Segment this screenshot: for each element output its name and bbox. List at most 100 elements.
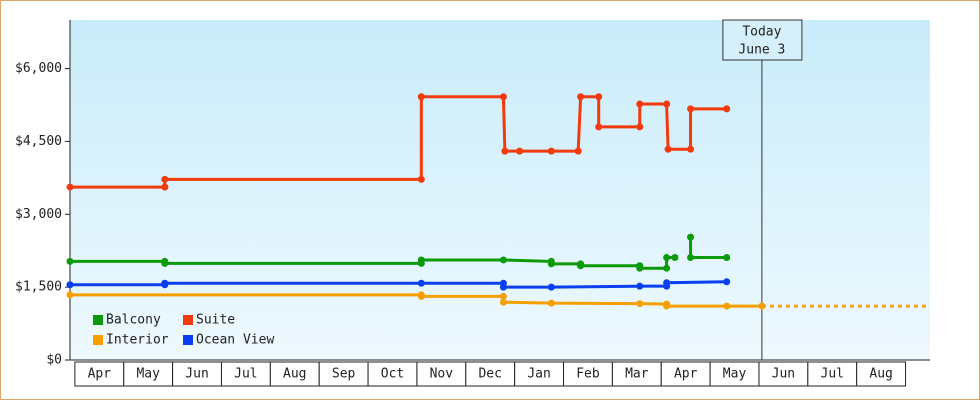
point: [574, 147, 582, 155]
point: [417, 279, 425, 287]
point: [663, 100, 671, 108]
x-tick-label: Aug: [283, 367, 306, 382]
today-label: June 3: [738, 43, 785, 58]
legend-label: Interior: [106, 333, 169, 348]
point: [687, 145, 695, 153]
month-cell: [269, 361, 320, 387]
point: [417, 292, 425, 300]
point: [547, 147, 555, 155]
point: [161, 259, 169, 267]
point: [501, 147, 509, 155]
point: [499, 256, 507, 264]
month-cell: [172, 361, 222, 387]
point: [417, 175, 425, 183]
x-tick-label: Apr: [88, 367, 112, 382]
x-tick-label: Apr: [674, 367, 698, 382]
today-label: Today: [742, 25, 781, 40]
month-cell: [807, 361, 858, 387]
point: [547, 260, 555, 268]
month-cell: [660, 361, 711, 387]
point: [687, 233, 695, 241]
point: [516, 147, 524, 155]
point: [66, 257, 74, 265]
x-tick-label: Mar: [625, 367, 649, 382]
legend-label: Suite: [196, 313, 235, 328]
point: [577, 93, 585, 101]
point: [687, 254, 695, 262]
month-cell: [514, 361, 565, 387]
point: [499, 283, 507, 291]
x-tick-label: Jun: [185, 367, 208, 382]
point: [663, 279, 671, 287]
y-tick-label: $4,500: [15, 134, 62, 149]
point: [499, 292, 507, 300]
point: [499, 93, 507, 101]
point: [161, 183, 169, 191]
x-tick-label: May: [723, 367, 747, 382]
series-line: [70, 95, 727, 189]
y-tick-label: $1,500: [15, 280, 62, 295]
month-cell: [611, 361, 662, 387]
point: [636, 282, 644, 290]
month-cell: [318, 361, 369, 387]
point: [417, 93, 425, 101]
point: [636, 100, 644, 108]
x-tick-label: Nov: [430, 367, 454, 382]
x-tick-label: Oct: [381, 367, 404, 382]
point: [499, 298, 507, 306]
point: [547, 299, 555, 307]
x-tick-label: Jul: [821, 367, 844, 382]
legend-label: Ocean View: [196, 333, 274, 348]
legend-swatch: [183, 315, 193, 325]
month-cell: [416, 361, 467, 387]
x-tick-label: Jun: [772, 367, 795, 382]
legend-swatch: [183, 335, 193, 345]
point: [663, 254, 671, 262]
x-tick-label: Jan: [527, 367, 550, 382]
point: [161, 175, 169, 183]
point: [595, 93, 603, 101]
point: [723, 302, 731, 310]
point: [723, 254, 731, 262]
point: [663, 302, 671, 310]
x-tick-label: Jul: [234, 367, 257, 382]
point: [664, 145, 672, 153]
legend-swatch: [93, 315, 103, 325]
x-tick-label: Dec: [478, 367, 501, 382]
x-tick-label: May: [136, 367, 160, 382]
point: [595, 123, 603, 131]
x-tick-label: Feb: [576, 367, 600, 382]
point: [723, 105, 731, 113]
point: [687, 105, 695, 113]
point: [66, 291, 74, 299]
today-box: [722, 19, 803, 61]
y-tick-label: $6,000: [15, 61, 62, 76]
month-cell: [220, 361, 271, 387]
point: [671, 254, 679, 262]
x-tick-label: Sep: [332, 367, 356, 382]
point: [663, 264, 671, 272]
point: [417, 256, 425, 264]
y-tick-label: $0: [46, 353, 62, 368]
month-cell: [465, 361, 516, 387]
legend-label: Balcony: [106, 313, 161, 328]
point: [636, 264, 644, 272]
legend-swatch: [93, 335, 103, 345]
point: [636, 300, 644, 308]
point: [161, 279, 169, 287]
x-tick-label: Aug: [869, 367, 892, 382]
point: [66, 183, 74, 191]
month-cell: [856, 361, 907, 387]
point: [758, 302, 766, 310]
y-tick-label: $3,000: [15, 207, 62, 222]
point: [577, 262, 585, 270]
month-cell: [563, 361, 613, 387]
point: [723, 278, 731, 286]
plot-area: [70, 20, 930, 360]
point: [547, 283, 555, 291]
point: [66, 281, 74, 289]
month-cell: [367, 361, 418, 387]
point: [636, 123, 644, 131]
